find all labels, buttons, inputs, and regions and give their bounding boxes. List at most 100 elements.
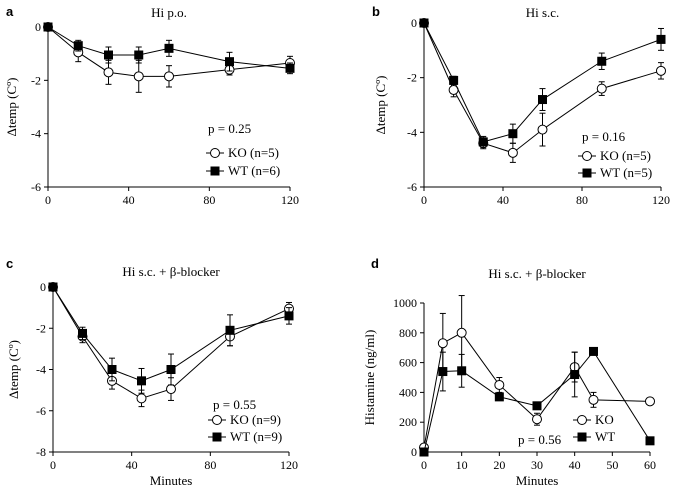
p-value: p = 0.16 <box>582 129 626 144</box>
panel-letter: c <box>6 256 13 271</box>
x-tick-label: 50 <box>606 458 618 472</box>
series-ko <box>48 282 294 408</box>
data-point-wt <box>494 392 504 402</box>
y-tick-label: -4 <box>407 125 417 139</box>
legend-label: KO (n=5) <box>228 145 279 160</box>
data-point-wt <box>508 129 518 139</box>
data-point-ko <box>133 71 144 82</box>
legend-entry: WT (n=5) <box>578 165 652 180</box>
legend-marker-ko <box>210 148 220 158</box>
data-point-wt <box>645 436 655 446</box>
data-point-ko <box>166 384 176 395</box>
legend-marker-wt <box>582 168 592 178</box>
y-tick-label: -2 <box>36 321 46 335</box>
legend-label: WT (n=5) <box>600 165 652 180</box>
data-point-wt <box>532 401 542 411</box>
chart-title: Hi p.o. <box>151 5 187 20</box>
x-tick-label: 120 <box>280 458 298 472</box>
panel-letter: d <box>371 256 379 271</box>
data-point-ko <box>656 65 666 76</box>
data-point-wt <box>656 34 666 44</box>
series-wt <box>48 282 294 394</box>
legend-entry: WT <box>573 429 615 444</box>
legend-marker-wt <box>212 432 222 442</box>
series-wt <box>43 22 295 75</box>
data-point-ko <box>103 67 114 78</box>
y-axis-label: Δtemp (Cº) <box>4 78 19 137</box>
y-tick-label: -2 <box>31 73 41 87</box>
panel-c: c Hi s.c. + β-blocker 0 -2 -4 -6 -8 0 40 80 120 Δte… <box>6 256 298 488</box>
legend-entry: KO (n=5) <box>206 145 279 160</box>
data-point-wt <box>43 22 53 32</box>
series-wt <box>419 18 666 148</box>
y-tick-label: 0 <box>411 16 417 30</box>
data-point-ko <box>507 147 518 158</box>
y-axis-label: Histamine (ng/ml) <box>362 330 377 426</box>
data-point-wt <box>166 365 176 374</box>
data-point-ko <box>164 71 174 82</box>
data-point-wt <box>457 366 467 376</box>
x-tick-label: 40 <box>497 193 509 207</box>
legend-entry: KO <box>573 412 614 427</box>
x-tick-label: 20 <box>493 458 505 472</box>
legend-marker-wt <box>577 432 587 442</box>
data-point-wt <box>538 95 547 105</box>
y-tick-label: -4 <box>31 127 41 141</box>
data-point-wt <box>284 311 294 321</box>
p-value: p = 0.25 <box>208 121 251 136</box>
data-point-ko <box>537 124 548 135</box>
panel-letter: a <box>6 4 14 19</box>
data-point-wt <box>589 346 598 356</box>
x-tick-label: 0 <box>50 458 56 472</box>
data-point-ko <box>645 396 655 407</box>
data-point-ko <box>588 394 599 405</box>
y-tick-label: 0 <box>35 20 41 34</box>
series-ko <box>419 295 655 453</box>
legend-marker-wt <box>210 166 220 176</box>
x-tick-label: 40 <box>123 193 135 207</box>
data-point-wt <box>137 376 146 386</box>
y-tick-label: -6 <box>407 180 417 194</box>
x-tick-label: 40 <box>569 458 581 472</box>
data-point-wt <box>478 137 488 147</box>
y-tick-label: -8 <box>36 445 46 459</box>
x-tick-label: 80 <box>576 193 588 207</box>
data-point-wt <box>419 18 429 28</box>
data-point-wt <box>438 367 448 377</box>
data-point-wt <box>285 63 295 73</box>
data-point-ko <box>596 83 607 94</box>
data-point-wt <box>225 57 234 67</box>
legend-label: KO (n=5) <box>600 148 651 163</box>
data-point-ko <box>494 379 505 390</box>
x-tick-label: 0 <box>421 458 427 472</box>
y-tick-label: -4 <box>36 363 46 377</box>
chart-title: Hi s.c. <box>526 5 560 20</box>
x-tick-label: 60 <box>644 458 656 472</box>
x-tick-label: 120 <box>652 193 670 207</box>
data-point-wt <box>449 75 459 85</box>
y-tick-label: -6 <box>31 180 41 194</box>
x-axis-label: Minutes <box>516 473 559 488</box>
y-tick-label: 400 <box>399 385 417 399</box>
data-point-wt <box>597 56 607 66</box>
series-wt <box>419 346 655 457</box>
data-point-wt <box>164 43 174 53</box>
x-axis-label: Minutes <box>150 473 193 488</box>
panel-d: d Hi s.c. + β-blocker 0 200 400 600 800 1000 0 10… <box>362 256 656 488</box>
legend-label: WT (n=9) <box>230 429 282 444</box>
y-tick-label: -2 <box>407 71 417 85</box>
x-tick-label: 30 <box>531 458 543 472</box>
legend-marker-ko <box>582 151 592 161</box>
legend-entry: KO (n=5) <box>578 148 651 163</box>
legend-marker-ko <box>212 415 222 425</box>
data-point-wt <box>78 328 87 338</box>
y-tick-label: 200 <box>399 415 417 429</box>
legend-label: KO (n=9) <box>230 412 281 427</box>
data-point-wt <box>48 282 58 292</box>
data-point-ko <box>532 414 542 425</box>
y-tick-label: 800 <box>399 326 417 340</box>
legend-label: WT (n=6) <box>228 163 280 178</box>
p-value: p = 0.56 <box>518 432 562 447</box>
data-point-ko <box>456 327 467 338</box>
